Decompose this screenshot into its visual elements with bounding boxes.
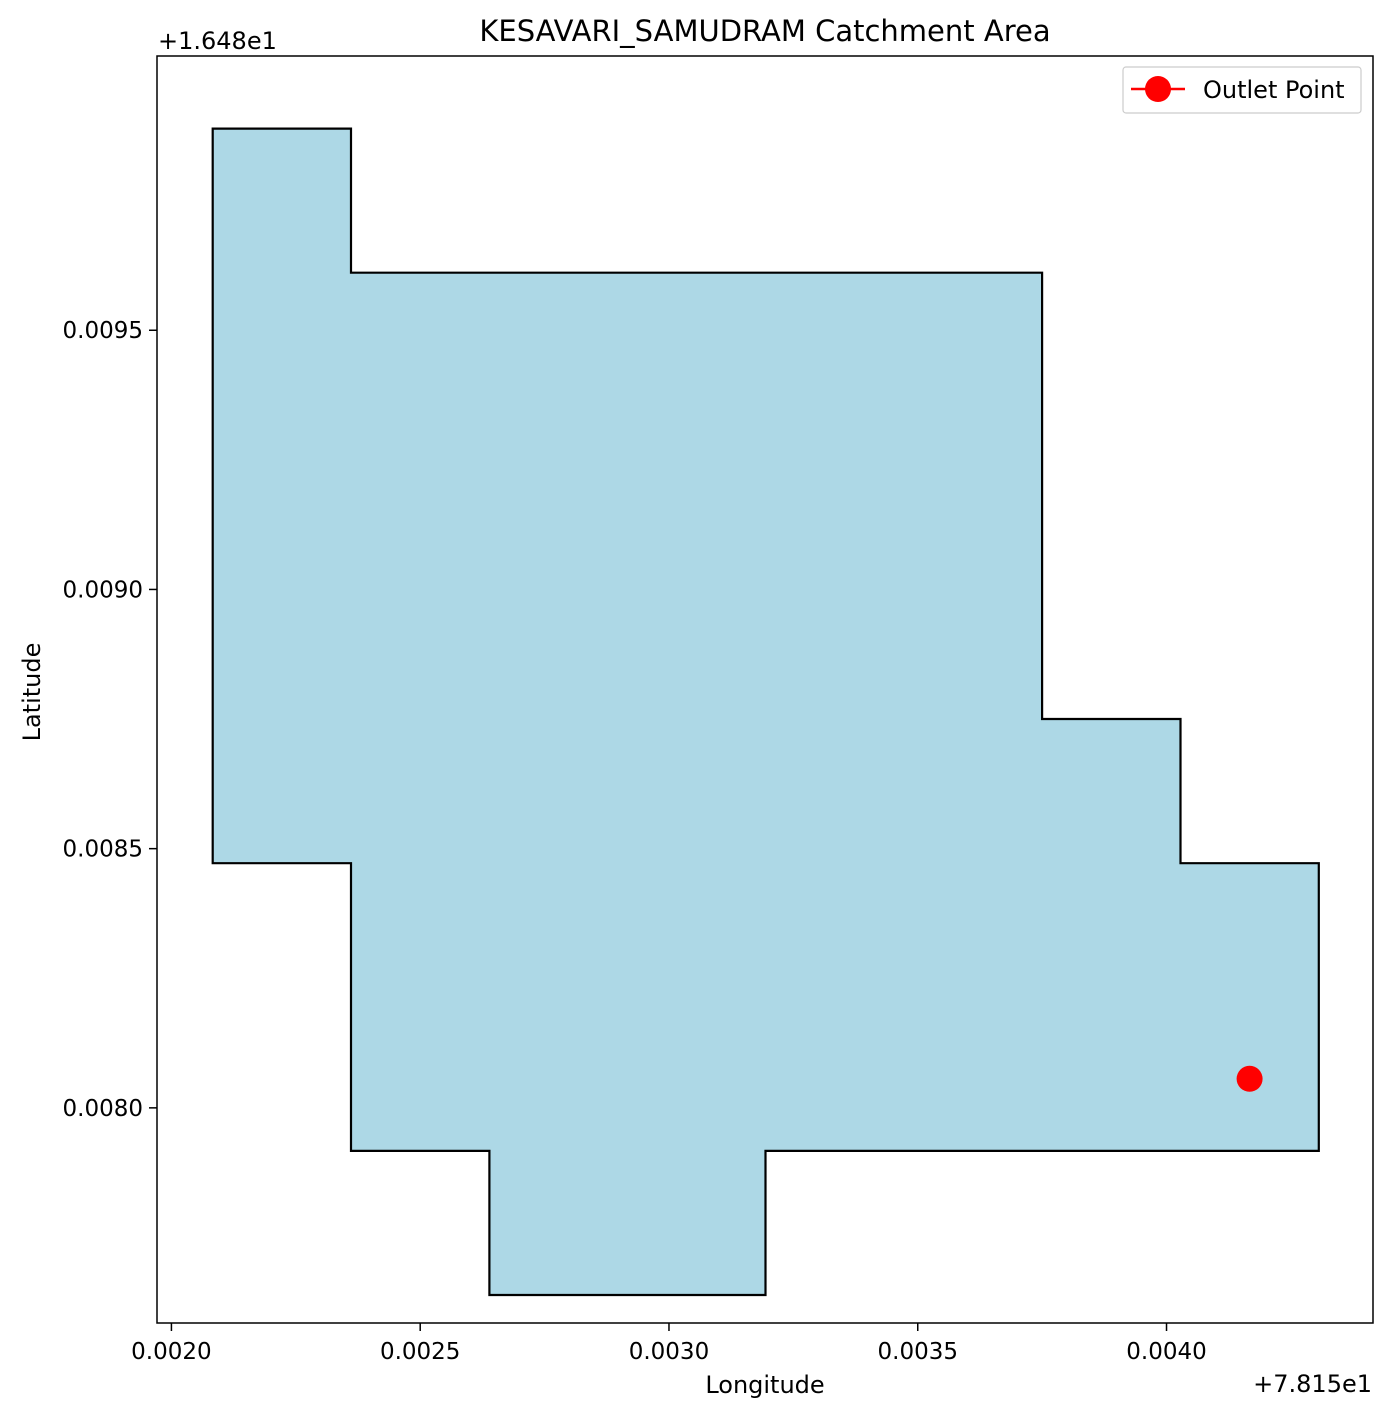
x-axis-ticks: 0.0020 0.0025 0.0030 0.0035 0.0040 (131, 1323, 1207, 1365)
catchment-polygon (211, 127, 1320, 1297)
x-tick-label: 0.0035 (878, 1339, 958, 1365)
legend-marker-sample (1145, 76, 1171, 102)
plot-area (211, 127, 1320, 1297)
y-tick-label: 0.0085 (63, 837, 143, 863)
axes-frame (156, 55, 1374, 1324)
x-axis-label: Longitude (705, 1371, 824, 1399)
y-tick-label: 0.0090 (63, 577, 143, 603)
legend-label-outlet-point: Outlet Point (1203, 76, 1345, 104)
x-tick-label: 0.0030 (629, 1339, 709, 1365)
x-tick-label: 0.0025 (380, 1339, 460, 1365)
legend: Outlet Point (1122, 66, 1362, 114)
y-tick-label: 0.0080 (63, 1096, 143, 1122)
chart-title: KESAVARI_SAMUDRAM Catchment Area (479, 14, 1050, 48)
y-axis-ticks: 0.0095 0.0090 0.0085 0.0080 (63, 318, 157, 1122)
x-offset-label: +7.815e1 (1253, 1370, 1372, 1398)
x-tick-label: 0.0020 (131, 1339, 211, 1365)
legend-box (1122, 66, 1362, 114)
x-tick-label: 0.0040 (1126, 1339, 1206, 1365)
y-tick-label: 0.0095 (63, 318, 143, 344)
outlet-point-marker (1236, 1065, 1263, 1092)
y-offset-label: +1.648e1 (158, 27, 277, 55)
y-axis-label: Latitude (18, 643, 46, 742)
